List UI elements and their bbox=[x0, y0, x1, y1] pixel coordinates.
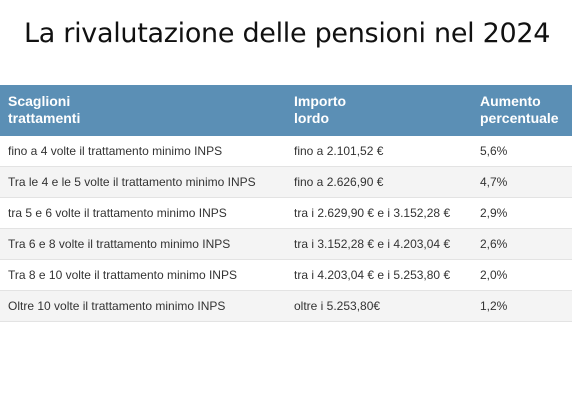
header-aumento-line2: percentuale bbox=[480, 110, 559, 126]
cell-importo: fino a 2.101,52 € bbox=[288, 136, 474, 167]
header-importo: Importo lordo bbox=[288, 85, 474, 136]
cell-importo: fino a 2.626,90 € bbox=[288, 166, 474, 198]
table-row: Tra 6 e 8 volte il trattamento minimo IN… bbox=[0, 228, 572, 260]
cell-scaglione: Tra 6 e 8 volte il trattamento minimo IN… bbox=[0, 228, 288, 260]
header-scaglioni-line1: Scaglioni bbox=[8, 93, 71, 109]
cell-scaglione: Tra 8 e 10 volte il trattamento minimo I… bbox=[0, 259, 288, 291]
header-importo-line2: lordo bbox=[294, 110, 329, 126]
header-scaglioni-line2: trattamenti bbox=[8, 110, 81, 126]
cell-aumento: 5,6% bbox=[474, 136, 572, 167]
cell-scaglione: tra 5 e 6 volte il trattamento minimo IN… bbox=[0, 197, 288, 229]
cell-aumento: 2,6% bbox=[474, 228, 572, 260]
table-row: fino a 4 volte il trattamento minimo INP… bbox=[0, 136, 572, 167]
cell-importo: tra i 3.152,28 € e i 4.203,04 € bbox=[288, 228, 474, 260]
header-aumento: Aumento percentuale bbox=[474, 85, 572, 136]
cell-importo: tra i 2.629,90 € e i 3.152,28 € bbox=[288, 197, 474, 229]
table-header-row: Scaglioni trattamenti Importo lordo Aume… bbox=[0, 85, 572, 136]
header-aumento-line1: Aumento bbox=[480, 93, 541, 109]
cell-scaglione: fino a 4 volte il trattamento minimo INP… bbox=[0, 136, 288, 167]
cell-aumento: 2,9% bbox=[474, 197, 572, 229]
table-row: Tra 8 e 10 volte il trattamento minimo I… bbox=[0, 259, 572, 291]
cell-importo: tra i 4.203,04 € e i 5.253,80 € bbox=[288, 259, 474, 291]
header-scaglioni: Scaglioni trattamenti bbox=[0, 85, 288, 136]
cell-importo: oltre i 5.253,80€ bbox=[288, 290, 474, 322]
table-row: tra 5 e 6 volte il trattamento minimo IN… bbox=[0, 197, 572, 229]
revaluation-table: Scaglioni trattamenti Importo lordo Aume… bbox=[0, 85, 572, 322]
cell-scaglione: Oltre 10 volte il trattamento minimo INP… bbox=[0, 290, 288, 322]
table-row: Tra le 4 e le 5 volte il trattamento min… bbox=[0, 166, 572, 198]
cell-scaglione: Tra le 4 e le 5 volte il trattamento min… bbox=[0, 166, 288, 198]
pension-table: Scaglioni trattamenti Importo lordo Aume… bbox=[0, 85, 572, 322]
table-row: Oltre 10 volte il trattamento minimo INP… bbox=[0, 290, 572, 322]
page-title: La rivalutazione delle pensioni nel 2024 bbox=[24, 18, 551, 49]
cell-aumento: 1,2% bbox=[474, 290, 572, 322]
header-importo-line1: Importo bbox=[294, 93, 347, 109]
cell-aumento: 4,7% bbox=[474, 166, 572, 198]
cell-aumento: 2,0% bbox=[474, 259, 572, 291]
